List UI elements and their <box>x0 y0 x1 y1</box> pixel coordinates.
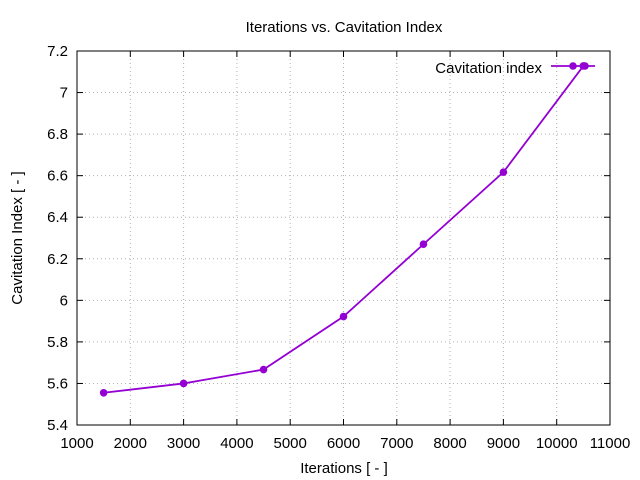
x-tick-label: 2000 <box>114 435 147 452</box>
x-tick-label: 11000 <box>590 435 631 452</box>
y-tick-label: 6.8 <box>47 126 68 143</box>
y-tick-label: 5.6 <box>47 375 68 392</box>
y-tick-label: 7.2 <box>47 43 68 60</box>
legend-marker <box>569 62 577 70</box>
data-point <box>259 365 268 374</box>
y-tick-label: 6.2 <box>47 251 68 268</box>
x-tick-label: 6000 <box>327 435 360 452</box>
data-point <box>339 312 348 321</box>
y-axis-label: Cavitation Index [ - ] <box>9 171 26 304</box>
x-tick-label: 4000 <box>220 435 253 452</box>
data-point <box>419 240 428 249</box>
x-axis-label: Iterations [ - ] <box>300 460 388 477</box>
y-tick-label: 7 <box>60 85 68 102</box>
legend-label: Cavitation index <box>435 60 542 77</box>
axis-ticks <box>76 50 611 426</box>
series-group <box>99 62 588 397</box>
data-point <box>179 379 188 388</box>
y-tick-label: 6 <box>60 292 68 309</box>
x-tick-label: 8000 <box>433 435 466 452</box>
x-tick-label: 5000 <box>274 435 307 452</box>
x-tick-label: 7000 <box>380 435 413 452</box>
y-tick-label: 5.4 <box>47 417 68 434</box>
x-tick-label: 10000 <box>536 435 578 452</box>
x-tick-labels: 1000 2000 3000 4000 5000 6000 7000 8000 9000 1000… <box>60 435 630 452</box>
data-point <box>499 168 508 176</box>
y-tick-label: 6.4 <box>47 209 68 226</box>
y-tick-labels: 5.4 5.6 5.8 6 6.2 6.4 6.6 6.8 7 7.2 <box>47 43 68 434</box>
data-point <box>99 388 108 397</box>
legend-marker <box>581 62 589 70</box>
y-tick-label: 5.8 <box>47 334 68 351</box>
legend: Cavitation index <box>435 60 595 77</box>
y-tick-label: 6.6 <box>47 168 68 185</box>
x-tick-label: 9000 <box>487 435 520 452</box>
grid <box>77 51 610 425</box>
chart-title: Iterations vs. Cavitation Index <box>246 19 443 36</box>
x-tick-label: 3000 <box>167 435 200 452</box>
x-tick-label: 1000 <box>60 435 93 452</box>
